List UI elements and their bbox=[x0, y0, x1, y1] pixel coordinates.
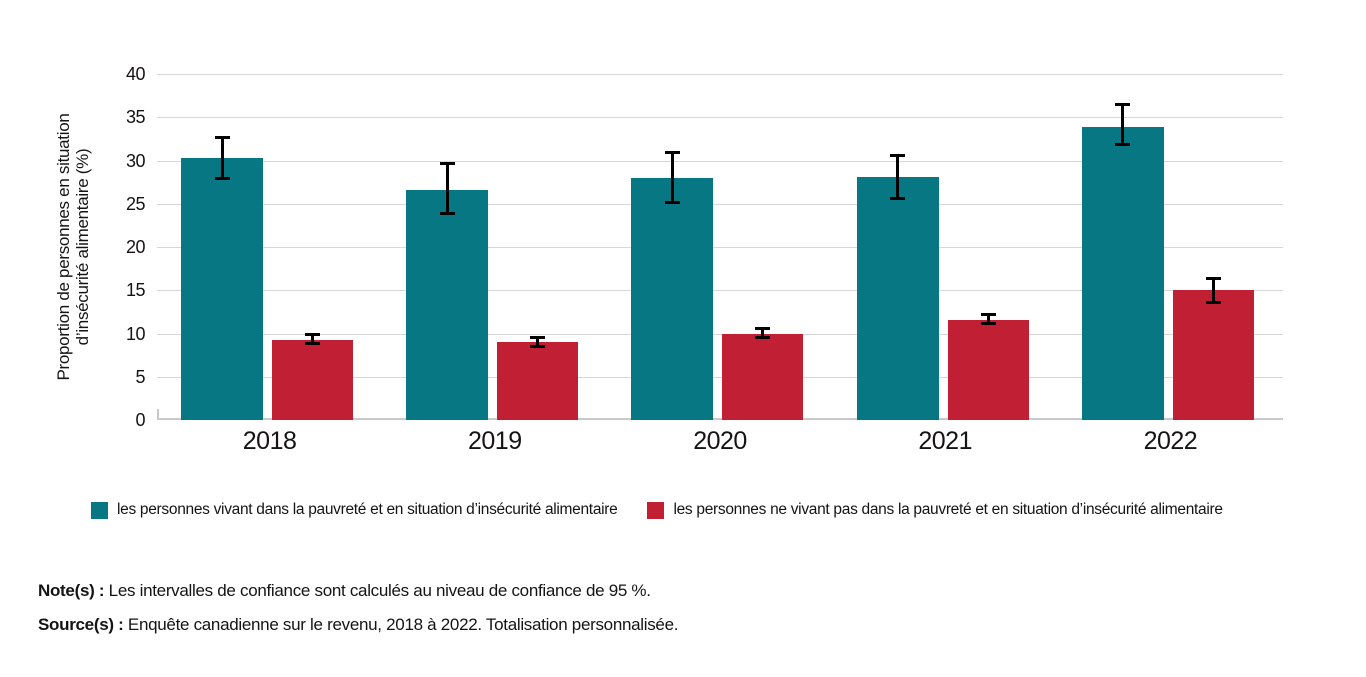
error-bar-cap-bottom bbox=[1205, 301, 1221, 305]
bar-2022-not-poverty bbox=[1172, 290, 1254, 420]
x-axis-label-2019: 2019 bbox=[467, 427, 522, 455]
error-bar-cap-bottom bbox=[980, 321, 996, 325]
gridline bbox=[157, 333, 1283, 335]
error-bar-cap-top bbox=[530, 335, 546, 339]
y-axis-title: Proportion de personnes en situation d’i… bbox=[54, 113, 92, 381]
y-tick-label: 30 bbox=[125, 150, 146, 171]
gridline bbox=[157, 117, 1283, 119]
y-tick-label: 40 bbox=[125, 64, 146, 84]
y-tick-label: 10 bbox=[125, 323, 146, 344]
gridline bbox=[157, 376, 1283, 378]
error-bar-line bbox=[220, 137, 224, 179]
y-tick-label: 35 bbox=[125, 107, 146, 128]
x-axis-label-2018: 2018 bbox=[242, 427, 297, 455]
gridline bbox=[157, 74, 1283, 75]
footnotes: Note(s) : Les intervalles de confiance s… bbox=[38, 580, 678, 648]
error-bar-cap-top bbox=[755, 327, 771, 331]
legend-swatch-poverty bbox=[91, 501, 108, 519]
note-label: Note(s) : bbox=[38, 581, 105, 600]
legend-label-not-poverty: les personnes ne vivant pas dans la pauv… bbox=[673, 501, 1223, 518]
gridline bbox=[157, 290, 1283, 292]
x-axis-label-2022: 2022 bbox=[1143, 427, 1198, 455]
error-bar-line bbox=[896, 155, 900, 199]
error-bar-cap-top bbox=[664, 150, 680, 154]
error-bar-cap-top bbox=[1205, 277, 1221, 281]
x-axis-label-2021: 2021 bbox=[918, 427, 972, 455]
bar-2020-not-poverty bbox=[722, 333, 804, 420]
error-bar-line bbox=[445, 163, 449, 215]
note-text: Les intervalles de confiance sont calcul… bbox=[104, 581, 651, 600]
error-bar-cap-bottom bbox=[305, 341, 320, 345]
error-bar-line bbox=[761, 328, 765, 338]
y-tick-label: 20 bbox=[125, 237, 146, 257]
error-bar-cap-bottom bbox=[755, 335, 771, 339]
bar-2021-poverty bbox=[856, 176, 939, 420]
error-bar-cap-top bbox=[1115, 103, 1131, 107]
bar-2019-poverty bbox=[406, 189, 489, 420]
error-bar-cap-top bbox=[305, 333, 320, 337]
legend: les personnes vivant dans la pauvreté et… bbox=[91, 501, 1223, 519]
error-bar-line bbox=[1121, 104, 1125, 145]
legend-item-not-poverty: les personnes ne vivant pas dans la pauv… bbox=[647, 501, 1223, 519]
bar-2022-poverty bbox=[1081, 126, 1164, 420]
y-axis-stub bbox=[157, 409, 159, 419]
error-bar-cap-bottom bbox=[1115, 142, 1131, 146]
source-line: Source(s) : Enquête canadienne sur le re… bbox=[38, 614, 678, 636]
gridline bbox=[157, 247, 1283, 248]
source-label: Source(s) : bbox=[38, 615, 124, 634]
bar-2019-not-poverty bbox=[497, 342, 579, 420]
error-bar-line bbox=[536, 336, 540, 348]
error-bar-cap-bottom bbox=[890, 196, 906, 200]
error-bar-line bbox=[986, 314, 990, 324]
x-axis-label-2020: 2020 bbox=[693, 427, 747, 455]
error-bar-line bbox=[670, 151, 674, 203]
source-text: Enquête canadienne sur le revenu, 2018 à… bbox=[123, 615, 679, 634]
error-bar-cap-top bbox=[980, 313, 996, 317]
x-axis-line bbox=[157, 418, 1283, 420]
error-bar-cap-bottom bbox=[439, 212, 455, 216]
bar-2018-not-poverty bbox=[272, 339, 353, 420]
bar-2021-not-poverty bbox=[947, 319, 1029, 420]
note-line: Note(s) : Les intervalles de confiance s… bbox=[38, 580, 678, 602]
gridline bbox=[157, 160, 1283, 162]
y-tick-label: 5 bbox=[135, 366, 145, 387]
error-bar-cap-top bbox=[439, 162, 455, 166]
y-tick-label: 0 bbox=[135, 410, 145, 430]
plot-area bbox=[157, 74, 1283, 420]
error-bar-cap-bottom bbox=[530, 345, 546, 349]
legend-item-poverty: les personnes vivant dans la pauvreté et… bbox=[91, 501, 618, 519]
gridline bbox=[157, 203, 1283, 205]
error-bar-line bbox=[311, 334, 314, 344]
error-bar-cap-top bbox=[890, 154, 906, 158]
legend-label-poverty: les personnes vivant dans la pauvreté et… bbox=[117, 501, 618, 518]
error-bar-cap-bottom bbox=[214, 176, 230, 180]
error-bar-cap-bottom bbox=[664, 200, 680, 204]
error-bar-line bbox=[1211, 278, 1215, 304]
bar-2018-poverty bbox=[181, 157, 263, 420]
bar-2020-poverty bbox=[631, 177, 714, 420]
error-bar-cap-top bbox=[214, 136, 230, 140]
y-tick-label: 15 bbox=[125, 280, 146, 301]
y-tick-label: 25 bbox=[125, 193, 146, 214]
legend-swatch-not-poverty bbox=[647, 501, 665, 519]
